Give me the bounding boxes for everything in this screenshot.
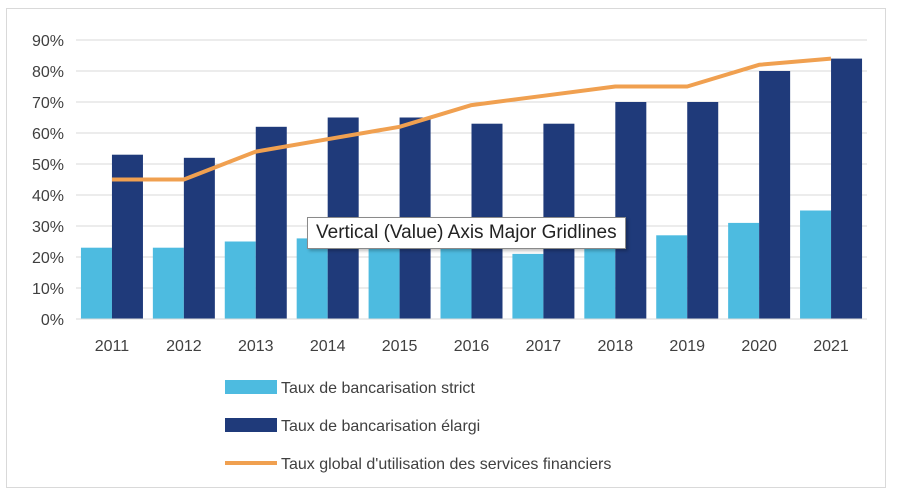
- bar-strict-2015[interactable]: [368, 241, 400, 320]
- legend-swatch: [225, 418, 277, 432]
- x-tick-label: 2012: [166, 338, 202, 355]
- gridlines-tooltip: Vertical (Value) Axis Major Gridlines: [307, 217, 626, 249]
- bar-strict-2016[interactable]: [440, 241, 472, 320]
- bar-elargi-2019[interactable]: [687, 102, 719, 319]
- y-tick-label: 90%: [32, 33, 64, 50]
- x-tick-label: 2016: [454, 338, 490, 355]
- legend-item[interactable]: Taux global d'utilisation des services f…: [225, 456, 611, 473]
- x-tick-label: 2020: [741, 338, 777, 355]
- chart-area[interactable]: 0% 10% 20% 30% 40% 50% 60% 70% 80% 90% 2011 2012 20…: [6, 8, 886, 488]
- bar-elargi-2011[interactable]: [111, 154, 143, 319]
- bar-strict-2020[interactable]: [728, 222, 760, 319]
- legend-label: Taux global d'utilisation des services f…: [281, 456, 611, 473]
- y-tick-label: 60%: [32, 126, 64, 143]
- x-axis[interactable]: 2011 2012 2013 2014 2015 2016 2017 2018 2019 2020…: [95, 338, 849, 355]
- y-tick-label: 0%: [41, 312, 64, 329]
- legend-item[interactable]: Taux de bancarisation élargi: [225, 418, 480, 435]
- bar-elargi-2018[interactable]: [615, 102, 647, 319]
- bar-elargi-2021[interactable]: [831, 58, 863, 319]
- x-tick-label: 2013: [238, 338, 274, 355]
- y-axis[interactable]: 0% 10% 20% 30% 40% 50% 60% 70% 80% 90%: [32, 33, 64, 329]
- line-global-utilisation[interactable]: [112, 56, 832, 182]
- legend-item[interactable]: Taux de bancarisation strict: [225, 380, 475, 397]
- line-series[interactable]: [112, 56, 832, 182]
- x-tick-label: 2014: [310, 338, 346, 355]
- x-tick-label: 2018: [598, 338, 634, 355]
- chart-canvas: 0%10%20%30%40%50%60%70%80%90% 2011 2012 20…: [32, 33, 867, 473]
- bar-strict-2019[interactable]: [656, 235, 688, 319]
- y-tick-label: 10%: [32, 281, 64, 298]
- bar-strict-2014[interactable]: [296, 238, 328, 319]
- y-tick-label: 50%: [32, 157, 64, 174]
- bar-strict-2011[interactable]: [80, 247, 112, 319]
- x-tick-label: 2019: [669, 338, 705, 355]
- y-tick-label: 30%: [32, 219, 64, 236]
- legend[interactable]: Taux de bancarisation strict Taux de banc…: [225, 380, 611, 473]
- legend-swatch: [225, 380, 277, 394]
- bar-elargi-2012[interactable]: [183, 157, 215, 319]
- bar-strict-2018[interactable]: [584, 235, 616, 319]
- bar-strict-2013[interactable]: [224, 241, 256, 320]
- bar-strict-2012[interactable]: [152, 247, 184, 319]
- x-tick-label: 2011: [95, 338, 130, 355]
- y-tick-label: 70%: [32, 95, 64, 112]
- x-tick-label: 2017: [526, 338, 562, 355]
- legend-label: Taux de bancarisation strict: [281, 380, 475, 397]
- bar-elargi-2020[interactable]: [759, 71, 791, 319]
- bar-strict-2021[interactable]: [800, 210, 832, 320]
- x-tick-label: 2015: [382, 338, 418, 355]
- y-tick-label: 20%: [32, 250, 64, 267]
- y-tick-label: 40%: [32, 188, 64, 205]
- x-tick-label: 2021: [813, 338, 849, 355]
- bars[interactable]: [80, 58, 863, 320]
- y-tick-label: 80%: [32, 64, 64, 81]
- legend-label: Taux de bancarisation élargi: [281, 418, 480, 435]
- bar-strict-2017[interactable]: [512, 253, 544, 319]
- bar-elargi-2013[interactable]: [255, 126, 287, 319]
